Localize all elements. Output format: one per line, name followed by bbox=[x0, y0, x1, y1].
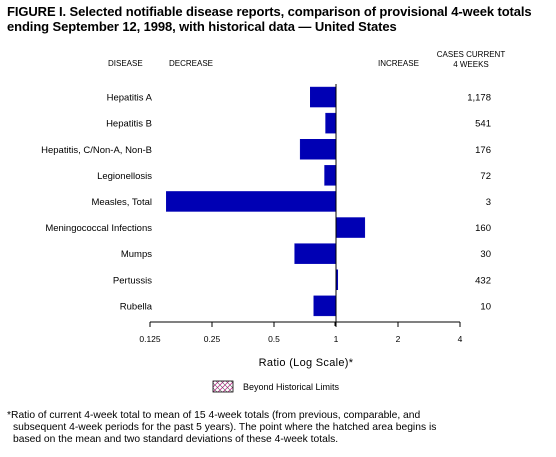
category-label: Mumps bbox=[121, 249, 152, 260]
header-disease: DISEASE bbox=[108, 59, 143, 68]
cases-value: 160 bbox=[475, 223, 491, 234]
bar-meningococcal-infections bbox=[335, 217, 366, 238]
cases-value: 72 bbox=[480, 171, 491, 182]
cases-value: 176 bbox=[475, 145, 491, 156]
cases-value: 3 bbox=[486, 197, 491, 208]
figure-title-line-1: FIGURE I. Selected notifiable disease re… bbox=[7, 4, 532, 19]
footnote-line-1: *Ratio of current 4-week total to mean o… bbox=[7, 410, 421, 421]
bar-legionellosis bbox=[324, 165, 337, 186]
legend-swatch bbox=[212, 380, 234, 393]
chart-rows: Hepatitis A 1,178 Hepatitis B 541 Hepatitis,… bbox=[41, 84, 491, 322]
x-tick-label: 1 bbox=[334, 334, 339, 344]
category-label: Pertussis bbox=[113, 275, 152, 286]
figure-title: FIGURE I. Selected notifiable disease re… bbox=[7, 4, 552, 34]
legend: Beyond Historical Limits bbox=[212, 380, 340, 393]
header-cases-line-2: 4 WEEKS bbox=[453, 60, 489, 69]
x-tick-label: 2 bbox=[396, 334, 401, 344]
category-label: Legionellosis bbox=[97, 171, 152, 182]
x-tick-label: 0.125 bbox=[139, 334, 161, 344]
bar-chart: DISEASE DECREASE INCREASE CASES CURRENT … bbox=[41, 50, 506, 393]
footnote-line-3: based on the mean and two standard devia… bbox=[13, 434, 339, 445]
x-axis-label: Ratio (Log Scale)* bbox=[259, 357, 354, 369]
category-label: Hepatitis A bbox=[107, 93, 153, 104]
footnote-line-2: subsequent 4-week periods for the past 5… bbox=[13, 422, 437, 433]
bar-measles-total bbox=[166, 191, 337, 212]
x-tick-label: 0.25 bbox=[204, 334, 221, 344]
figure-title-line-2: ending September 12, 1998, with historic… bbox=[7, 19, 397, 34]
cases-value: 1,178 bbox=[467, 93, 491, 104]
header-increase: INCREASE bbox=[378, 59, 419, 68]
bar-hepatitis-a bbox=[310, 86, 337, 108]
footnote: *Ratio of current 4-week total to mean o… bbox=[7, 410, 547, 446]
cases-value: 432 bbox=[475, 275, 491, 286]
category-label: Hepatitis B bbox=[106, 119, 152, 130]
cases-value: 541 bbox=[475, 119, 491, 130]
category-label: Rubella bbox=[120, 301, 153, 312]
header-decrease: DECREASE bbox=[169, 59, 213, 68]
category-label: Hepatitis, C/Non-A, Non-B bbox=[41, 145, 152, 156]
cases-value: 10 bbox=[480, 301, 491, 312]
bar-hepatitis-b bbox=[325, 112, 337, 134]
bar-hepatitis-c-non-a-non-b bbox=[299, 139, 337, 160]
bar-rubella bbox=[313, 295, 337, 317]
header-cases-line-1: CASES CURRENT bbox=[437, 50, 506, 59]
bar-mumps bbox=[294, 243, 337, 264]
legend-label: Beyond Historical Limits bbox=[243, 382, 340, 392]
x-tick-label: 4 bbox=[458, 334, 463, 344]
category-label: Meningococcal Infections bbox=[45, 223, 152, 234]
cases-value: 30 bbox=[480, 249, 491, 260]
x-tick-label: 0.5 bbox=[268, 334, 280, 344]
x-axis-ticks: 0.125 0.25 0.5 1 2 4 bbox=[139, 322, 463, 344]
category-label: Measles, Total bbox=[91, 197, 152, 208]
